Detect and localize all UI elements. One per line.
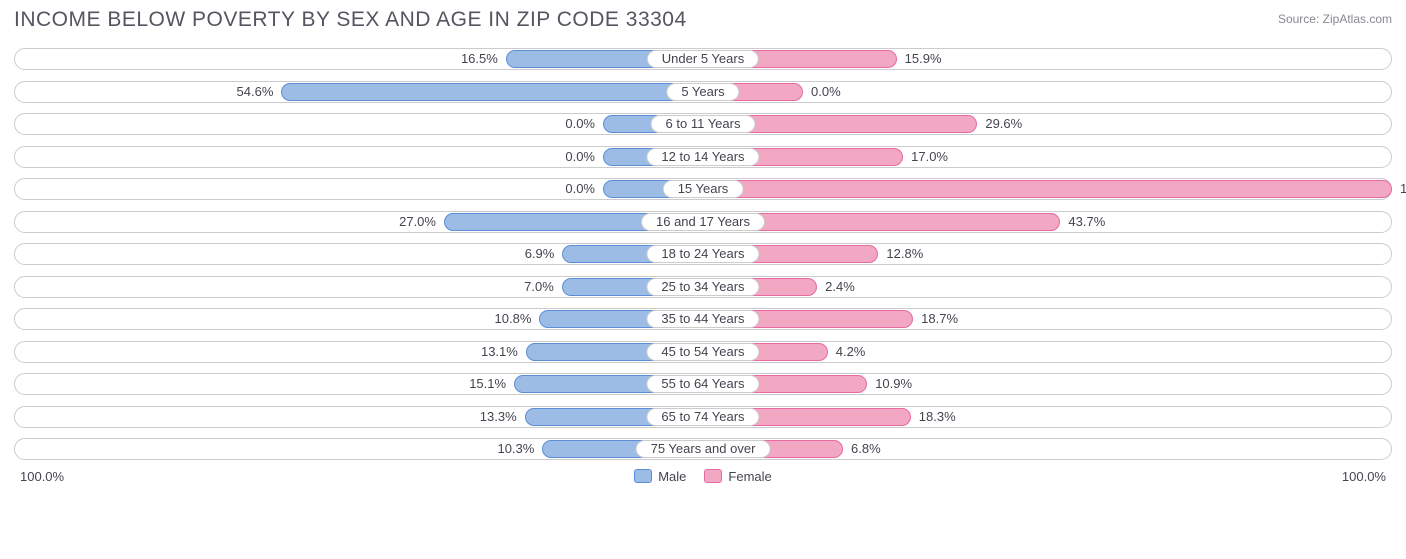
data-row: 15.1% 10.9% 55 to 64 Years xyxy=(14,373,1392,395)
category-label: 75 Years and over xyxy=(636,440,771,458)
female-value: 17.0% xyxy=(903,149,948,164)
data-row: 27.0% 43.7% 16 and 17 Years xyxy=(14,211,1392,233)
category-label: 6 to 11 Years xyxy=(651,115,756,133)
category-label: 12 to 14 Years xyxy=(646,148,759,166)
female-value: 10.9% xyxy=(867,376,912,391)
data-row: 0.0% 29.6% 6 to 11 Years xyxy=(14,113,1392,135)
male-value: 54.6% xyxy=(237,84,282,99)
male-value: 7.0% xyxy=(524,279,562,294)
axis-right-label: 100.0% xyxy=(1342,469,1386,484)
male-value: 10.3% xyxy=(497,441,542,456)
data-row: 0.0%100.0%15 Years xyxy=(14,178,1392,200)
data-row: 13.1% 4.2% 45 to 54 Years xyxy=(14,341,1392,363)
male-value: 27.0% xyxy=(399,214,444,229)
axis-left-label: 100.0% xyxy=(20,469,64,484)
male-value: 13.3% xyxy=(480,409,525,424)
male-bar xyxy=(281,83,703,101)
data-row: 7.0% 2.4% 25 to 34 Years xyxy=(14,276,1392,298)
male-value: 13.1% xyxy=(481,344,526,359)
category-label: 65 to 74 Years xyxy=(646,408,759,426)
category-label: 16 and 17 Years xyxy=(641,213,765,231)
male-value: 0.0% xyxy=(565,149,603,164)
category-label: 45 to 54 Years xyxy=(646,343,759,361)
data-row: 10.3% 6.8% 75 Years and over xyxy=(14,438,1392,460)
data-row: 0.0% 17.0% 12 to 14 Years xyxy=(14,146,1392,168)
category-label: Under 5 Years xyxy=(647,50,759,68)
female-value: 18.7% xyxy=(913,311,958,326)
chart-area: 16.5% 15.9% Under 5 Years 54.6% 0.0% 5 Years 0… xyxy=(0,36,1406,460)
category-label: 18 to 24 Years xyxy=(646,245,759,263)
data-row: 13.3% 18.3% 65 to 74 Years xyxy=(14,406,1392,428)
male-value: 0.0% xyxy=(565,181,603,196)
female-value: 18.3% xyxy=(911,409,956,424)
category-label: 25 to 34 Years xyxy=(646,278,759,296)
category-label: 35 to 44 Years xyxy=(646,310,759,328)
legend-female-label: Female xyxy=(728,469,771,484)
male-swatch-icon xyxy=(634,469,652,483)
chart-footer: 100.0% Male Female 100.0% xyxy=(0,469,1406,484)
category-label: 15 Years xyxy=(663,180,744,198)
male-value: 16.5% xyxy=(461,51,506,66)
female-value: 2.4% xyxy=(817,279,855,294)
data-row: 6.9% 12.8% 18 to 24 Years xyxy=(14,243,1392,265)
legend-male: Male xyxy=(634,469,686,484)
female-bar xyxy=(703,180,1392,198)
female-value: 4.2% xyxy=(828,344,866,359)
chart-title: INCOME BELOW POVERTY BY SEX AND AGE IN Z… xyxy=(14,8,687,32)
legend-male-label: Male xyxy=(658,469,686,484)
female-swatch-icon xyxy=(704,469,722,483)
female-value: 0.0% xyxy=(803,84,841,99)
female-value: 100.0% xyxy=(1392,181,1406,196)
female-value: 6.8% xyxy=(843,441,881,456)
female-value: 29.6% xyxy=(977,116,1022,131)
female-value: 12.8% xyxy=(878,246,923,261)
male-value: 10.8% xyxy=(495,311,540,326)
male-value: 6.9% xyxy=(525,246,563,261)
category-label: 5 Years xyxy=(666,83,739,101)
data-row: 16.5% 15.9% Under 5 Years xyxy=(14,48,1392,70)
female-value: 43.7% xyxy=(1060,214,1105,229)
data-row: 10.8% 18.7% 35 to 44 Years xyxy=(14,308,1392,330)
category-label: 55 to 64 Years xyxy=(646,375,759,393)
legend-female: Female xyxy=(704,469,771,484)
chart-source: Source: ZipAtlas.com xyxy=(1278,8,1392,26)
data-row: 54.6% 0.0% 5 Years xyxy=(14,81,1392,103)
chart-header: INCOME BELOW POVERTY BY SEX AND AGE IN Z… xyxy=(0,0,1406,36)
male-value: 0.0% xyxy=(565,116,603,131)
male-value: 15.1% xyxy=(469,376,514,391)
female-value: 15.9% xyxy=(897,51,942,66)
legend: Male Female xyxy=(634,469,772,484)
